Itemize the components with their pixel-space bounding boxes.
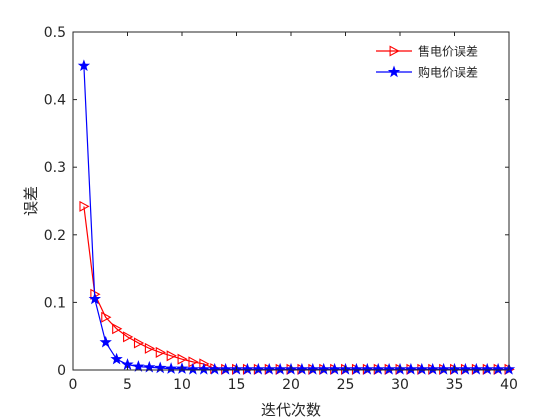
data-point — [186, 362, 200, 375]
y-tick-label: 0.5 — [44, 25, 66, 41]
legend-marker — [387, 65, 401, 78]
data-point — [263, 362, 276, 375]
data-point — [328, 362, 341, 375]
data-point — [77, 59, 91, 72]
data-point — [197, 362, 210, 375]
data-point — [88, 292, 101, 305]
data-point — [372, 362, 385, 375]
data-point — [459, 362, 472, 375]
legend-label: 购电价误差 — [418, 65, 478, 80]
data-point — [426, 362, 439, 375]
data-point — [208, 362, 221, 375]
legend-marker — [389, 45, 400, 57]
series-layer — [77, 59, 516, 375]
data-point — [415, 362, 428, 375]
data-point — [437, 362, 450, 375]
x-tick-label: 25 — [337, 377, 355, 393]
data-point — [132, 360, 145, 372]
data-point — [166, 350, 177, 362]
ticks-layer: 0 5 10 15 20 25 30 35 40 0 0.1 0.2 0.3 0.4 0.5 — [44, 25, 518, 393]
data-point — [164, 362, 178, 374]
legend-label: 售电价误差 — [418, 44, 478, 59]
data-point — [219, 362, 232, 375]
data-point — [361, 362, 374, 375]
data-point — [144, 342, 156, 354]
x-tick-label: 5 — [123, 377, 132, 393]
y-axis-label: 误差 — [22, 186, 40, 216]
data-point — [470, 362, 483, 375]
y-tick-label: 0.3 — [44, 160, 66, 176]
data-point — [350, 362, 363, 375]
x-tick-label: 30 — [391, 377, 409, 393]
data-point — [252, 362, 265, 375]
x-tick-label: 40 — [500, 377, 518, 393]
x-tick-label: 20 — [282, 377, 300, 393]
data-point — [101, 311, 112, 323]
data-point — [404, 362, 418, 375]
data-point — [123, 331, 134, 343]
data-point — [110, 352, 123, 365]
data-point — [177, 353, 188, 365]
data-point — [273, 362, 287, 375]
data-point — [112, 323, 123, 335]
y-tick-label: 0.1 — [44, 295, 66, 311]
data-point — [491, 362, 505, 375]
data-point — [241, 362, 254, 375]
x-tick-label: 0 — [69, 377, 78, 393]
data-point — [155, 346, 166, 358]
data-point — [79, 200, 90, 212]
x-tick-label: 15 — [228, 377, 246, 393]
data-point — [306, 362, 319, 375]
y-tick-label: 0.2 — [44, 228, 66, 244]
x-axis-label: 迭代次数 — [261, 401, 321, 419]
data-point — [295, 362, 309, 375]
y-tick-label: 0 — [57, 363, 66, 379]
x-tick-label: 35 — [446, 377, 464, 393]
data-point — [317, 362, 330, 375]
x-tick-label: 10 — [173, 377, 191, 393]
y-tick-label: 0.4 — [44, 93, 66, 109]
data-point — [382, 362, 396, 375]
plot-area — [73, 32, 509, 370]
series-line — [83, 65, 509, 370]
data-point — [133, 337, 145, 349]
data-point — [99, 335, 112, 348]
data-point — [481, 362, 494, 375]
